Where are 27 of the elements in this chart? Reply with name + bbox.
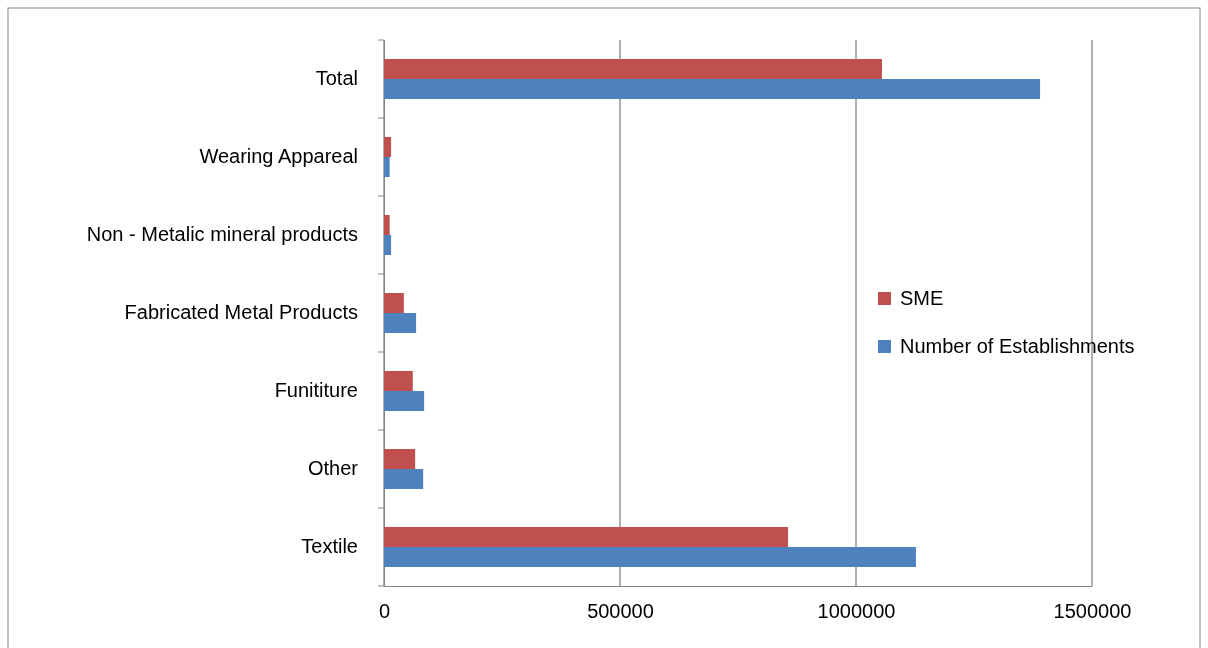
x-tick-label: 1500000 bbox=[1053, 600, 1132, 623]
y-tick-label: Wearing Appareal bbox=[199, 145, 358, 168]
bar bbox=[384, 293, 404, 313]
bar bbox=[384, 313, 417, 333]
bar bbox=[384, 157, 390, 177]
bar bbox=[384, 469, 424, 489]
bar bbox=[384, 547, 916, 567]
y-tick-label: Non - Metalic mineral products bbox=[86, 223, 358, 246]
y-tick-label: Fabricated Metal Products bbox=[124, 301, 358, 324]
bar bbox=[384, 137, 392, 157]
bar bbox=[384, 215, 390, 235]
bar bbox=[384, 371, 413, 391]
bar bbox=[384, 391, 425, 411]
bar bbox=[384, 59, 882, 79]
y-tick-label: Other bbox=[307, 457, 359, 480]
x-tick-label: 0 bbox=[378, 600, 391, 623]
x-tick-label: 500000 bbox=[587, 600, 654, 623]
y-tick-label: Funititure bbox=[274, 379, 358, 402]
x-tick-label: 1000000 bbox=[817, 600, 896, 623]
y-tick-label: Total bbox=[315, 67, 358, 90]
bar bbox=[384, 449, 416, 469]
bar bbox=[384, 527, 789, 547]
bar bbox=[384, 79, 1041, 99]
y-tick-label: Textile bbox=[301, 535, 358, 558]
bar bbox=[384, 235, 392, 255]
legend-label: Number of Establishments bbox=[900, 335, 1135, 357]
legend-label: SME bbox=[900, 287, 944, 309]
